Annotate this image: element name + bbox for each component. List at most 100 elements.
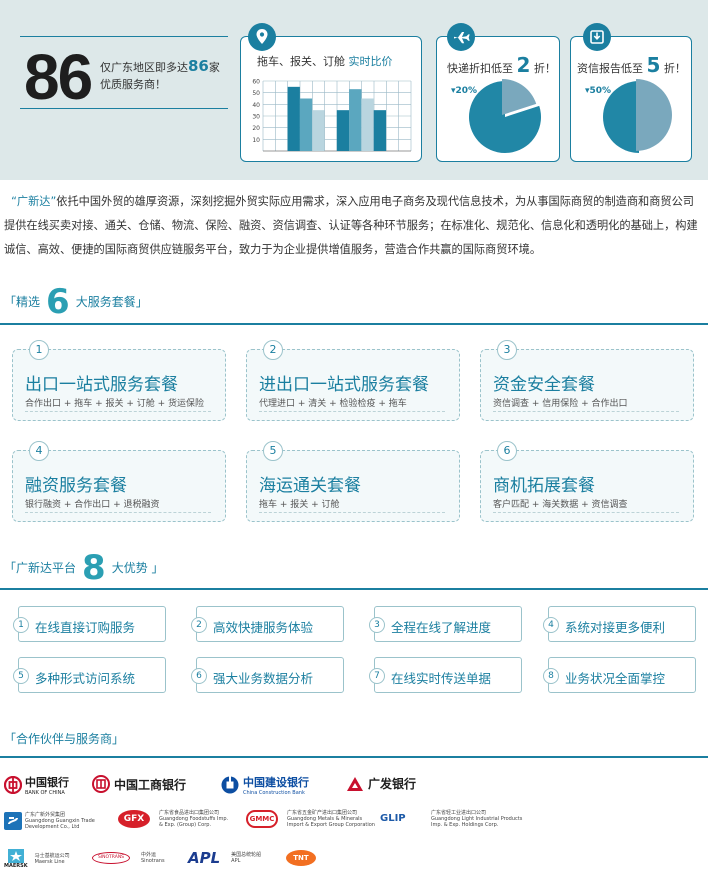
pie-slice-highlight: [636, 79, 672, 151]
package-card[interactable]: 5 海运通关套餐 拖车 + 报关 + 订舱: [246, 441, 460, 522]
y-tick-label: 40: [252, 102, 260, 109]
pie-label: ▾50%: [585, 86, 611, 96]
section-rule: [0, 588, 708, 590]
advantage-label: 高效快捷服务体验: [213, 620, 314, 635]
bar: [312, 110, 325, 151]
advantage-number: 2: [191, 617, 207, 633]
advantage-item[interactable]: 4 系统对接更多便利: [543, 606, 696, 642]
package-number: 3: [497, 340, 517, 360]
package-subtitle: 银行融资 + 合作出口 + 退税融资: [25, 500, 160, 510]
advantage-label: 系统对接更多便利: [565, 620, 666, 635]
bar: [349, 89, 362, 151]
advantage-number: 1: [13, 617, 29, 633]
advantage-number: 7: [369, 668, 385, 684]
card-title: 资信报告低至 5 折！: [577, 53, 686, 77]
icbc-logo[interactable]: 中国工商银行: [92, 775, 186, 793]
package-title: 融资服务套餐: [25, 476, 127, 496]
advantage-number: 4: [543, 617, 559, 633]
advantage-label: 强大业务数据分析: [213, 671, 314, 686]
divider: [20, 36, 228, 37]
package-subtitle: 合作出口 + 拖车 + 报关 + 订舱 + 货运保险: [25, 399, 205, 409]
section-rule: [0, 756, 708, 758]
guangxin-logo[interactable]: 广东广新外贸集团 Guangdong Guangxin Trade Develo…: [4, 812, 95, 830]
advantage-label: 多种形式访问系统: [35, 671, 136, 686]
divider: [259, 411, 445, 412]
package-title: 商机拓展套餐: [493, 476, 595, 496]
advantage-number: 6: [191, 668, 207, 684]
package-card[interactable]: 3 资金安全套餐 资信调查 + 信用保险 + 合作出口: [480, 340, 694, 421]
advantage-item[interactable]: 6 强大业务数据分析: [191, 657, 344, 693]
gd-metals-logo[interactable]: GMMC 广东省五金矿产进出口集团公司 Guangdong Metals & M…: [246, 810, 375, 828]
advantage-item[interactable]: 2 高效快捷服务体验: [191, 606, 344, 642]
y-tick-label: 60: [252, 79, 260, 86]
package-title: 进出口一站式服务套餐: [259, 375, 429, 395]
price-bar-chart: 60 50 40 30 20 10: [252, 79, 412, 152]
package-subtitle: 拖车 + 报关 + 订舱: [259, 500, 340, 510]
gd-light-industrial-logo[interactable]: GLIP 广东省轻工业进出口公司 Guangdong Light Industr…: [380, 810, 523, 828]
package-number: 5: [263, 441, 283, 461]
download-icon: [583, 23, 611, 51]
credit-report-pie: ▾50%: [585, 79, 672, 153]
packages-heading: 「精选 6 大服务套餐」: [4, 282, 148, 322]
express-discount-card: 快递折扣低至 2 折！ ▾20%: [436, 23, 560, 162]
divider: [20, 108, 228, 109]
maersk-logo[interactable]: MAERSK 马士基航运公司 Maersk Line: [4, 849, 70, 869]
advantage-item[interactable]: 7 在线实时传送单据: [369, 657, 522, 693]
y-tick-label: 10: [252, 137, 260, 144]
divider: [25, 411, 211, 412]
package-card[interactable]: 4 融资服务套餐 银行融资 + 合作出口 + 退税融资: [12, 441, 226, 522]
y-tick-label: 30: [252, 114, 260, 121]
bank-of-china-logo[interactable]: 中国银行 BANK OF CHINA: [4, 774, 69, 796]
advantage-number: 3: [369, 617, 385, 633]
divider: [493, 411, 679, 412]
package-number: 2: [263, 340, 283, 360]
price-compare-card: 拖车、报关、订舱 实时比价 60 50 40 30 20 10: [240, 23, 422, 162]
package-title: 资金安全套餐: [493, 375, 595, 395]
advantage-label: 在线实时传送单据: [391, 671, 492, 686]
bar: [299, 98, 313, 151]
credit-report-card: 资信报告低至 5 折！ ▾50%: [570, 23, 692, 162]
location-pin-icon: [248, 23, 276, 51]
top-banner: 86 仅广东地区即多达86家优质服务商！ 拖车、报关、订舱 实时比价 60 50 4…: [0, 0, 708, 180]
pie-label: ▾20%: [451, 86, 477, 96]
package-subtitle: 资信调查 + 信用保险 + 合作出口: [493, 399, 628, 409]
ccb-logo[interactable]: 中国建设银行 China Construction Bank: [220, 774, 309, 796]
package-number: 1: [29, 340, 49, 360]
package-card[interactable]: 6 商机拓展套餐 客户匹配 + 海关数据 + 资信调查: [480, 441, 694, 522]
package-title: 出口一站式服务套餐: [25, 375, 178, 395]
sinotrans-logo[interactable]: SINOTRANS 中外运 Sinotrans: [92, 852, 165, 864]
advantage-label: 业务状况全面掌控: [565, 671, 666, 686]
package-subtitle: 代理进口 + 清关 + 检验检疫 + 拖车: [259, 399, 407, 409]
advantage-number: 5: [13, 668, 29, 684]
partners-heading: 「合作伙伴与服务商」: [4, 732, 125, 746]
divider: [25, 512, 211, 513]
advantage-number: 8: [543, 668, 559, 684]
card-title: 拖车、报关、订舱 实时比价: [257, 55, 393, 68]
divider: [259, 512, 445, 513]
pie-slice-highlight: [502, 79, 537, 115]
package-card[interactable]: 1 出口一站式服务套餐 合作出口 + 拖车 + 报关 + 订舱 + 货运保险: [12, 340, 226, 421]
package-number: 4: [29, 441, 49, 461]
tnt-logo[interactable]: TNT: [286, 850, 316, 866]
pie-slice: [603, 81, 639, 153]
advantage-label: 在线直接订购服务: [35, 620, 136, 635]
bar: [287, 86, 300, 151]
package-subtitle: 客户匹配 + 海关数据 + 资信调查: [493, 500, 628, 510]
advantage-item[interactable]: 1 在线直接订购服务: [13, 606, 166, 642]
gd-foodstuffs-logo[interactable]: GFX 广东省食品进出口集团公司 Guangdong Foodstuffs Im…: [118, 810, 231, 828]
apl-logo[interactable]: APL 美国总统轮船 APL: [188, 849, 262, 867]
cgb-logo[interactable]: 广发银行: [346, 775, 416, 792]
advantage-item[interactable]: 8 业务状况全面掌控: [543, 657, 696, 693]
intro-paragraph: “广新达”依托中国外贸的雄厚资源，深刻挖掘外贸实际应用需求，深入应用电子商务及现…: [4, 195, 698, 256]
bar: [361, 98, 374, 151]
advantage-item[interactable]: 5 多种形式访问系统: [13, 657, 166, 693]
package-number: 6: [497, 441, 517, 461]
big-number: 86: [24, 41, 93, 113]
package-card[interactable]: 2 进出口一站式服务套餐 代理进口 + 清关 + 检验检疫 + 拖车: [246, 340, 460, 421]
pie-slice: [469, 81, 541, 153]
advantage-label: 全程在线了解进度: [391, 620, 492, 635]
card-title: 快递折扣低至 2 折！: [447, 53, 556, 77]
divider: [493, 512, 679, 513]
express-discount-pie: ▾20%: [451, 79, 541, 153]
advantage-item[interactable]: 3 全程在线了解进度: [369, 606, 522, 642]
